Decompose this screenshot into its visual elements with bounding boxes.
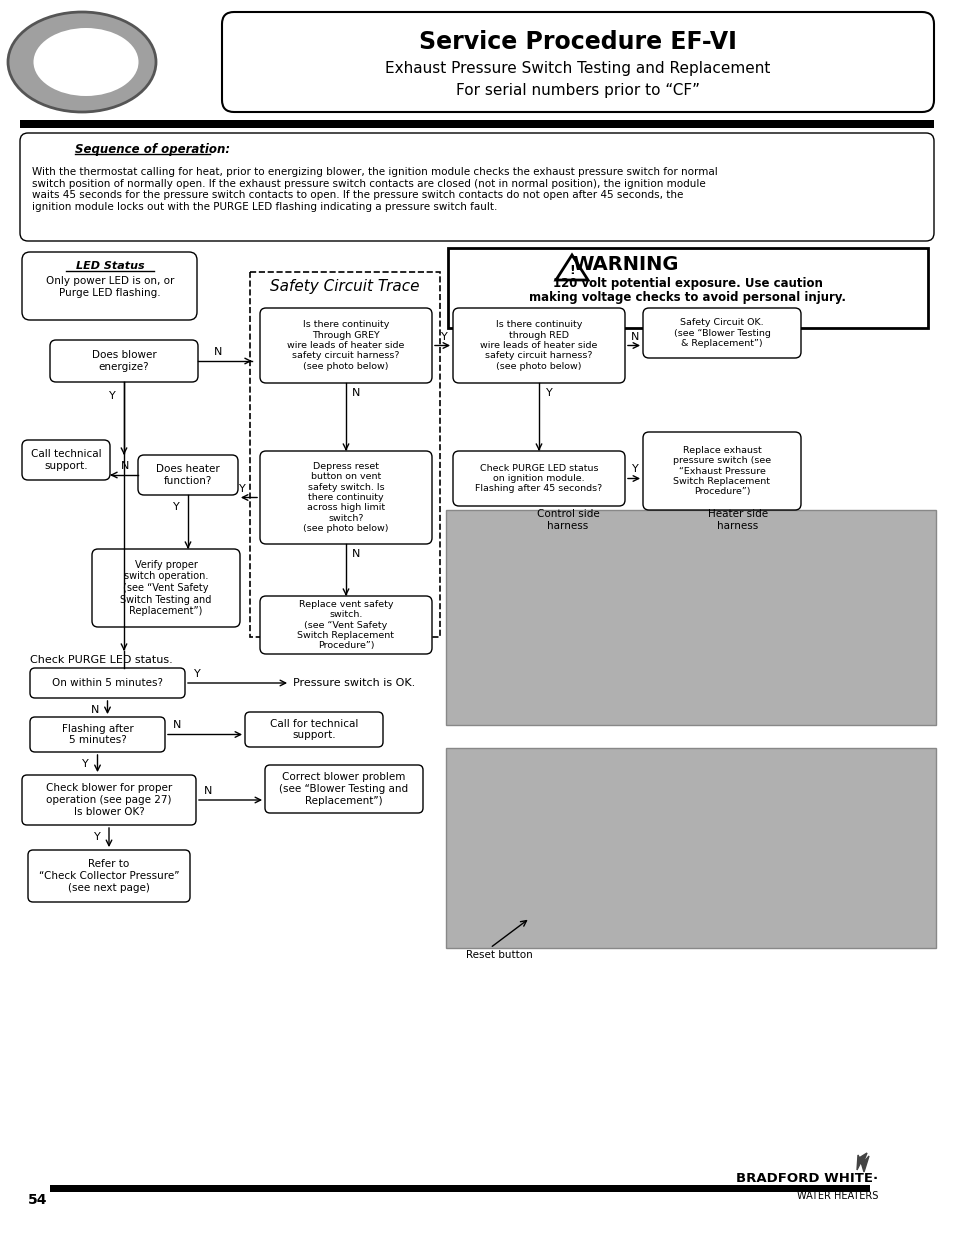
Polygon shape — [856, 1153, 868, 1172]
Text: WATER HEATERS: WATER HEATERS — [796, 1191, 877, 1200]
Text: Call for technical
support.: Call for technical support. — [270, 719, 357, 740]
Text: Y: Y — [545, 388, 552, 398]
Text: 54: 54 — [28, 1193, 48, 1207]
FancyBboxPatch shape — [260, 597, 432, 655]
Text: Heater side
harness: Heater side harness — [707, 509, 767, 531]
Text: Exhaust Pressure Switch Testing and Replacement: Exhaust Pressure Switch Testing and Repl… — [385, 61, 770, 75]
FancyBboxPatch shape — [22, 252, 196, 320]
Text: Sequence of operation:: Sequence of operation: — [75, 142, 230, 156]
Text: 120 volt potential exposure. Use caution: 120 volt potential exposure. Use caution — [553, 278, 822, 290]
Text: On within 5 minutes?: On within 5 minutes? — [52, 678, 163, 688]
Text: Is there continuity
Through GREY
wire leads of heater side
safety circuit harnes: Is there continuity Through GREY wire le… — [287, 320, 404, 370]
Text: Depress reset
button on vent
safety switch. Is
there continuity
across high limi: Depress reset button on vent safety swit… — [303, 462, 388, 534]
FancyBboxPatch shape — [20, 133, 933, 241]
Ellipse shape — [8, 12, 156, 112]
Text: Y: Y — [238, 483, 245, 494]
Text: Safety Circuit OK.
(see “Blower Testing
& Replacement”): Safety Circuit OK. (see “Blower Testing … — [673, 319, 770, 348]
FancyBboxPatch shape — [265, 764, 422, 813]
FancyBboxPatch shape — [22, 440, 110, 480]
Text: WARNING: WARNING — [572, 254, 679, 273]
Text: N: N — [172, 720, 181, 730]
Text: N: N — [204, 785, 212, 797]
Text: Flashing after
5 minutes?: Flashing after 5 minutes? — [62, 724, 133, 745]
FancyBboxPatch shape — [260, 451, 432, 543]
Text: Y: Y — [631, 464, 638, 474]
Text: !: ! — [569, 264, 575, 278]
Bar — [446, 748, 935, 948]
Text: Y: Y — [82, 760, 89, 769]
Polygon shape — [556, 254, 587, 280]
Text: Y: Y — [172, 501, 179, 513]
Text: BRADFORD WHITE·: BRADFORD WHITE· — [735, 1172, 877, 1184]
Text: N: N — [630, 331, 639, 342]
Text: Y: Y — [109, 391, 115, 401]
FancyBboxPatch shape — [30, 718, 165, 752]
Bar — [50, 1186, 869, 1192]
Text: ef: ef — [47, 41, 90, 79]
Text: Correct blower problem
(see “Blower Testing and
Replacement”): Correct blower problem (see “Blower Test… — [279, 772, 408, 805]
Bar — [446, 510, 935, 725]
Text: Safety Circuit Trace: Safety Circuit Trace — [270, 279, 419, 294]
Text: LED Status: LED Status — [75, 261, 144, 270]
Text: Control side
harness: Control side harness — [536, 509, 598, 531]
Text: Check blower for proper
operation (see page 27)
Is blower OK?: Check blower for proper operation (see p… — [46, 783, 172, 816]
Text: N: N — [352, 388, 360, 398]
Text: Check PURGE LED status
on ignition module.
Flashing after 45 seconds?: Check PURGE LED status on ignition modul… — [475, 463, 602, 494]
FancyBboxPatch shape — [91, 550, 240, 627]
Text: making voltage checks to avoid personal injury.: making voltage checks to avoid personal … — [529, 291, 845, 305]
Text: Replace vent safety
switch.
(see “Vent Safety
Switch Replacement
Procedure”): Replace vent safety switch. (see “Vent S… — [297, 600, 395, 651]
Text: Refer to
“Check Collector Pressure”
(see next page): Refer to “Check Collector Pressure” (see… — [39, 860, 179, 893]
Text: Only power LED is on, or
Purge LED flashing.: Only power LED is on, or Purge LED flash… — [46, 277, 174, 298]
FancyBboxPatch shape — [245, 713, 382, 747]
Text: With the thermostat calling for heat, prior to energizing blower, the ignition m: With the thermostat calling for heat, pr… — [32, 167, 717, 211]
Text: N: N — [121, 461, 129, 471]
Ellipse shape — [33, 28, 138, 96]
FancyBboxPatch shape — [642, 432, 801, 510]
Bar — [20, 120, 933, 128]
Text: Call technical
support.: Call technical support. — [30, 450, 101, 471]
FancyBboxPatch shape — [138, 454, 237, 495]
FancyBboxPatch shape — [642, 308, 801, 358]
Text: Verify proper
switch operation.
(see “Vent Safety
Switch Testing and
Replacement: Verify proper switch operation. (see “Ve… — [120, 559, 212, 616]
Text: N: N — [91, 705, 99, 715]
FancyBboxPatch shape — [453, 451, 624, 506]
FancyBboxPatch shape — [28, 850, 190, 902]
FancyBboxPatch shape — [50, 340, 198, 382]
FancyBboxPatch shape — [30, 668, 185, 698]
Text: Check PURGE LED status.: Check PURGE LED status. — [30, 655, 172, 664]
FancyBboxPatch shape — [222, 12, 933, 112]
FancyBboxPatch shape — [260, 308, 432, 383]
Text: Y: Y — [93, 832, 100, 842]
Text: Does heater
function?: Does heater function? — [156, 464, 219, 485]
Text: SERIES®: SERIES® — [85, 63, 139, 73]
Text: Y: Y — [193, 669, 200, 679]
FancyBboxPatch shape — [22, 776, 195, 825]
Text: Y: Y — [440, 331, 447, 342]
Text: N: N — [352, 550, 360, 559]
Text: Is there continuity
through RED
wire leads of heater side
safety circuit harness: Is there continuity through RED wire lea… — [479, 320, 598, 370]
Text: Replace exhaust
pressure switch (see
“Exhaust Pressure
Switch Replacement
Proced: Replace exhaust pressure switch (see “Ex… — [672, 446, 770, 496]
FancyBboxPatch shape — [453, 308, 624, 383]
Text: Service Procedure EF-VI: Service Procedure EF-VI — [418, 30, 736, 54]
Bar — [448, 248, 927, 329]
Text: For serial numbers prior to “CF”: For serial numbers prior to “CF” — [456, 83, 700, 98]
Text: Does blower
energize?: Does blower energize? — [91, 351, 156, 372]
Text: Reset button: Reset button — [465, 950, 532, 960]
Bar — [250, 272, 439, 637]
Text: N: N — [213, 347, 222, 357]
Text: Pressure switch is OK.: Pressure switch is OK. — [293, 678, 415, 688]
